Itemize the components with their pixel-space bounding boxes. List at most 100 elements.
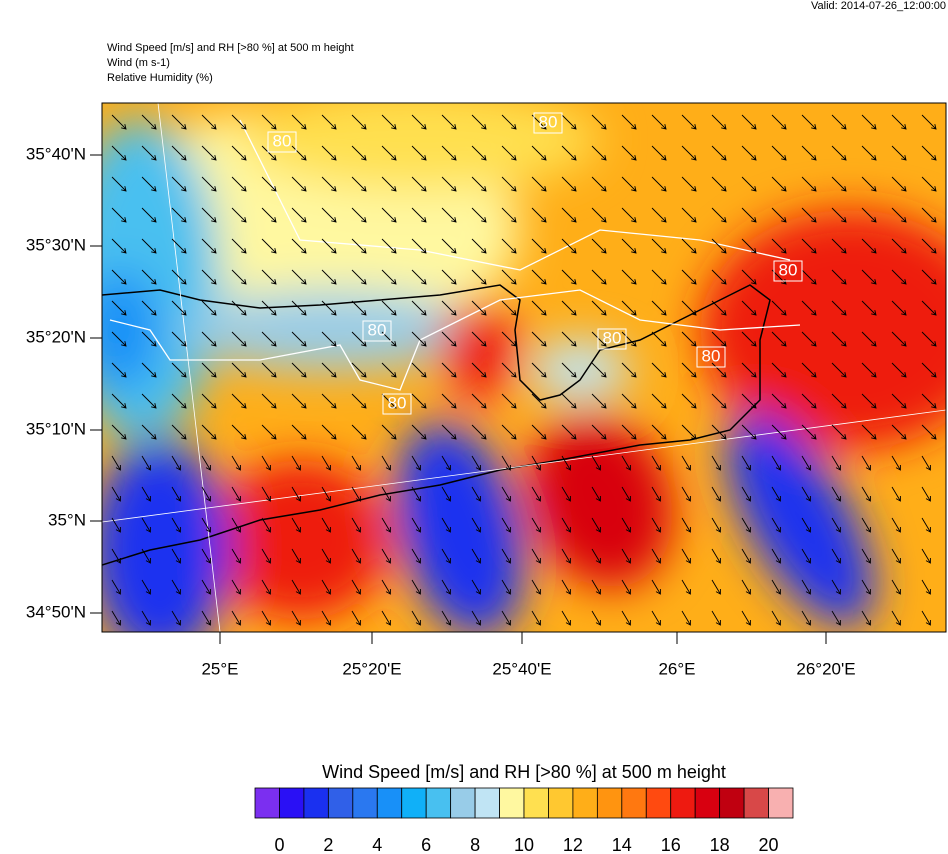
- wind-arrow: [681, 548, 691, 564]
- wind-arrow: [321, 517, 331, 533]
- wind-arrow: [321, 610, 331, 626]
- wind-arrow: [771, 393, 787, 409]
- wind-arrow: [231, 486, 241, 502]
- wind-arrow: [921, 610, 931, 626]
- wind-arrow: [831, 455, 841, 471]
- wind-arrow: [261, 362, 277, 378]
- wind-arrow: [681, 424, 697, 440]
- wind-arrow: [741, 393, 757, 409]
- wind-arrow: [231, 393, 247, 409]
- wind-arrow: [171, 300, 187, 316]
- wind-arrow: [831, 393, 847, 409]
- wind-arrow: [171, 486, 181, 502]
- wind-arrow: [291, 145, 307, 161]
- wind-arrow: [141, 455, 151, 471]
- wind-arrow: [411, 176, 427, 192]
- wind-arrow: [261, 300, 277, 316]
- wind-arrow: [861, 486, 871, 502]
- wind-arrow: [741, 610, 751, 626]
- wind-arrow: [711, 114, 727, 130]
- wind-arrow: [141, 548, 151, 564]
- colorbar-box: [523, 787, 549, 819]
- wind-arrow: [711, 424, 727, 440]
- wind-arrow: [351, 300, 367, 316]
- wind-arrow: [141, 579, 151, 595]
- colorbar-box: [376, 787, 403, 819]
- wind-arrow: [861, 207, 877, 223]
- contour-label-box: [773, 260, 803, 282]
- colorbar-box: [621, 787, 647, 819]
- wind-arrow: [321, 362, 337, 378]
- wind-arrow: [591, 393, 607, 409]
- wind-arrow: [381, 455, 391, 471]
- contour-label: 80: [779, 260, 798, 279]
- wind-arrow: [681, 393, 697, 409]
- wind-arrow: [321, 393, 337, 409]
- wind-arrow: [891, 362, 907, 378]
- wind-arrow: [291, 238, 307, 254]
- wind-arrow: [201, 331, 217, 347]
- wind-arrow: [321, 548, 331, 564]
- wind-arrow: [741, 269, 757, 285]
- wind-arrow: [381, 207, 397, 223]
- wind-arrow: [891, 331, 907, 347]
- wind-arrow: [411, 579, 421, 595]
- wind-arrow: [831, 548, 841, 564]
- wind-arrow: [891, 455, 901, 471]
- wind-arrow: [831, 238, 847, 254]
- wind-arrow: [441, 176, 457, 192]
- wind-arrow: [261, 548, 271, 564]
- colorbar-box: [450, 787, 476, 819]
- valid-time: Valid: 2014-07-26_12:00:00: [811, 0, 946, 12]
- wind-arrow: [891, 486, 901, 502]
- colorbar-box: [327, 787, 354, 819]
- wind-arrow: [141, 517, 151, 533]
- colorbar-box: [401, 787, 427, 819]
- wind-arrow: [141, 114, 157, 130]
- wind-arrow: [411, 207, 427, 223]
- wind-arrow: [891, 548, 901, 564]
- wind-arrow: [861, 176, 877, 192]
- wind-arrow: [711, 486, 721, 502]
- wind-arrow: [621, 486, 631, 502]
- colorbar-tick-label: 6: [421, 835, 431, 854]
- title-line: Relative Humidity (%): [107, 72, 213, 84]
- wind-arrow: [531, 610, 541, 626]
- wind-arrow: [231, 579, 241, 595]
- wind-arrow: [111, 486, 121, 502]
- wind-arrow: [801, 579, 811, 595]
- wind-arrow: [201, 269, 217, 285]
- lon-label: 26°E: [658, 659, 695, 678]
- wind-arrow: [921, 238, 937, 254]
- wind-arrow: [411, 393, 427, 409]
- wind-arrow: [501, 269, 517, 285]
- wind-arrow: [591, 362, 607, 378]
- wind-arrow: [681, 176, 697, 192]
- wind-arrow: [651, 331, 667, 347]
- colorbar-box: [743, 787, 769, 819]
- wind-arrow: [921, 331, 937, 347]
- wind-arrow: [621, 300, 637, 316]
- wind-arrow: [291, 207, 307, 223]
- wind-arrow: [771, 300, 787, 316]
- wind-arrow: [861, 269, 877, 285]
- wind-arrow: [681, 455, 691, 471]
- wind-arrow: [321, 486, 331, 502]
- wind-arrow: [201, 176, 217, 192]
- colorbar-box: [572, 787, 598, 819]
- wind-arrow: [291, 114, 307, 130]
- wind-arrow: [801, 114, 817, 130]
- lat-label: 35°10'N: [26, 419, 86, 438]
- wind-arrow: [651, 362, 667, 378]
- wind-arrow: [651, 610, 661, 626]
- wind-arrow: [801, 455, 811, 471]
- wind-arrow: [711, 145, 727, 161]
- wind-arrow: [771, 207, 787, 223]
- colorbar-box: [694, 787, 721, 819]
- wind-arrow: [231, 517, 241, 533]
- wind-arrow: [291, 579, 301, 595]
- wind-arrow: [831, 269, 847, 285]
- wind-arrow: [141, 176, 157, 192]
- wind-arrow: [591, 610, 601, 626]
- wind-arrow: [171, 424, 187, 440]
